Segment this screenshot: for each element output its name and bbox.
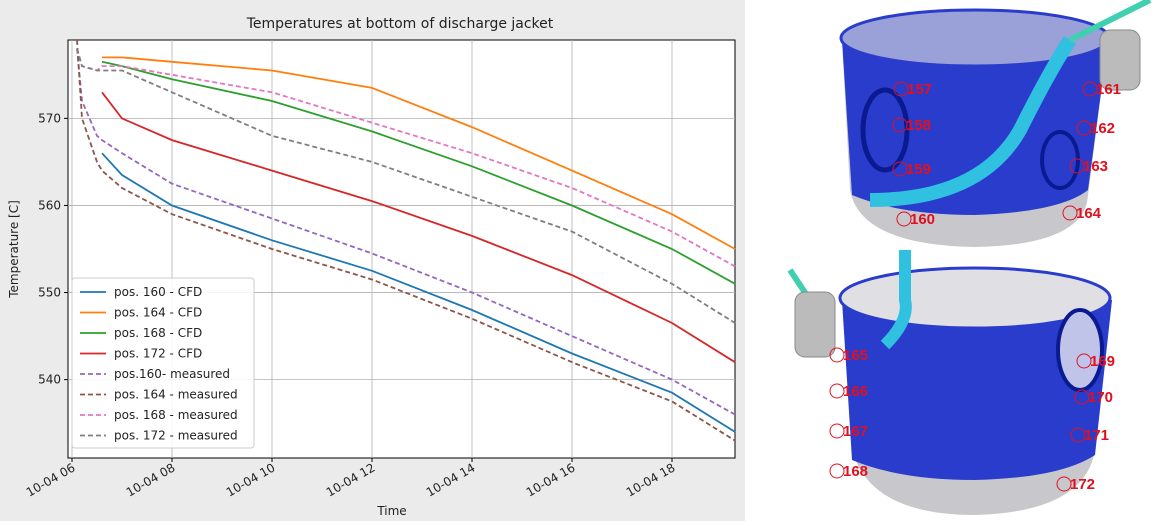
- legend-label: pos. 164 - CFD: [114, 306, 202, 320]
- point-label: 160: [910, 211, 935, 228]
- legend-label: pos. 172 - CFD: [114, 347, 202, 361]
- bottom-vessel: [790, 250, 1112, 515]
- y-tick-label: 540: [38, 373, 61, 387]
- legend-label: pos. 164 - measured: [114, 388, 238, 402]
- y-tick-label: 560: [38, 198, 61, 212]
- legend-label: pos. 172 - measured: [114, 429, 238, 443]
- point-label: 171: [1084, 427, 1109, 444]
- label-marker: [830, 464, 844, 478]
- legend-label: pos. 160 - CFD: [114, 285, 202, 299]
- legend-label: pos. 168 - CFD: [114, 326, 202, 340]
- point-label: 162: [1090, 120, 1115, 137]
- y-tick-label: 550: [38, 286, 61, 300]
- y-axis-label: Temperature [C]: [7, 200, 21, 299]
- point-label: 170: [1088, 389, 1113, 406]
- point-label: 165: [843, 347, 868, 364]
- x-axis-label: Time: [376, 504, 406, 518]
- point-label: 161: [1096, 81, 1121, 98]
- chart-title: Temperatures at bottom of discharge jack…: [246, 16, 554, 32]
- point-label: 167: [843, 423, 868, 440]
- point-label: 168: [843, 463, 868, 480]
- legend-label: pos. 168 - measured: [114, 408, 238, 422]
- legend-box: [72, 278, 254, 448]
- point-label: 158: [906, 117, 931, 134]
- point-label: 159: [906, 161, 931, 178]
- point-label: 166: [843, 383, 868, 400]
- label-marker: [830, 384, 844, 398]
- label-marker: [830, 348, 844, 362]
- page: 54055056057010-04 0610-04 0810-04 1010-0…: [0, 0, 1168, 521]
- point-label: 164: [1076, 205, 1102, 222]
- point-label: 172: [1070, 476, 1095, 493]
- y-tick-label: 570: [38, 111, 61, 125]
- label-marker: [830, 424, 844, 438]
- point-label: 157: [907, 81, 932, 98]
- point-label: 163: [1083, 158, 1108, 175]
- legend-label: pos.160- measured: [114, 367, 230, 381]
- point-label: 169: [1090, 353, 1115, 370]
- illustration: 157 158 159 160 161 162 163 164 165 166 167 168 169 1…: [790, 0, 1150, 515]
